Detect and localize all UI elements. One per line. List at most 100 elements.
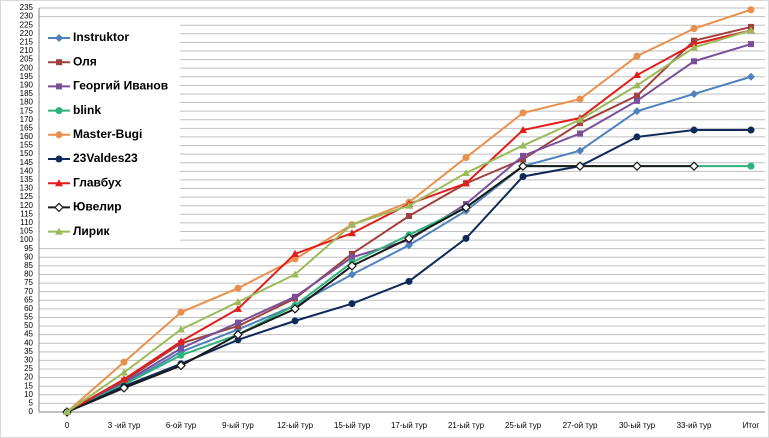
marker <box>577 120 583 127</box>
legend-label: Георгий Иванов <box>73 79 168 93</box>
marker <box>576 146 584 155</box>
marker <box>177 308 185 316</box>
series <box>63 26 755 415</box>
legend-item: 23Valdes23 <box>48 151 138 165</box>
marker <box>348 270 356 279</box>
marker <box>349 250 355 257</box>
y-tick-label: 225 <box>20 20 34 29</box>
legend-item: Георгий Иванов <box>48 79 168 93</box>
legend-item: Лирик <box>48 224 111 238</box>
y-tick-label: 50 <box>24 321 33 330</box>
marker <box>576 95 584 103</box>
marker <box>462 179 470 187</box>
legend-marker <box>55 155 63 163</box>
y-tick-label: 40 <box>24 338 33 347</box>
marker <box>519 172 527 180</box>
legend-label: Главбух <box>73 175 122 189</box>
legend-marker <box>56 59 62 66</box>
marker <box>177 325 185 333</box>
marker <box>178 345 184 352</box>
y-tick-label: 70 <box>24 287 33 296</box>
y-tick-label: 90 <box>24 252 33 261</box>
x-tick-label: 25-ый тур <box>505 421 542 430</box>
marker <box>633 52 641 60</box>
marker <box>690 89 698 98</box>
legend-marker <box>56 83 62 90</box>
y-tick-label: 200 <box>20 63 34 72</box>
legend-marker <box>55 34 63 42</box>
x-tick-label: 9-ый тур <box>222 421 254 430</box>
y-tick-label: 15 <box>24 381 33 390</box>
x-tick-label: 6-ой тур <box>166 421 197 430</box>
y-tick-label: 150 <box>20 149 34 158</box>
marker <box>633 81 641 89</box>
y-tick-label: 35 <box>24 347 33 356</box>
marker <box>234 284 242 292</box>
marker <box>291 249 299 257</box>
x-tick-label: 27-ой тур <box>563 421 598 430</box>
y-tick-label: 170 <box>20 115 34 124</box>
legend-label: 23Valdes23 <box>73 151 138 165</box>
marker <box>292 293 298 300</box>
marker <box>120 375 128 383</box>
marker <box>462 154 470 162</box>
marker <box>348 300 356 308</box>
legend-label: Master-Bugi <box>73 127 142 141</box>
legend-marker <box>54 202 64 213</box>
y-tick-label: 10 <box>24 390 33 399</box>
y-tick-label: 180 <box>20 98 34 107</box>
legend-label: Лирик <box>73 224 111 238</box>
marker <box>518 161 528 172</box>
legend-item: Instruktor <box>48 30 129 44</box>
y-tick-label: 145 <box>20 158 34 167</box>
marker <box>177 337 185 345</box>
y-tick-label: 85 <box>24 261 33 270</box>
legend-marker <box>55 179 63 187</box>
legend-label: Ювелир <box>73 200 122 214</box>
legend-label: Instruktor <box>73 30 129 44</box>
y-tick-label: 55 <box>24 313 33 322</box>
marker <box>290 304 300 314</box>
marker <box>234 297 242 305</box>
marker <box>176 360 186 371</box>
y-tick-label: 60 <box>24 304 33 313</box>
marker <box>349 254 355 261</box>
legend-item: Главбух <box>48 175 122 189</box>
marker <box>747 126 755 134</box>
y-tick-label: 160 <box>20 132 34 141</box>
legend-marker <box>55 107 63 115</box>
y-tick-label: 100 <box>20 235 34 244</box>
legend-item: Ювелир <box>48 200 122 214</box>
marker <box>234 304 242 312</box>
y-tick-label: 80 <box>24 270 33 279</box>
x-tick-label: Итог <box>743 421 760 430</box>
marker <box>748 41 754 48</box>
y-tick-label: 0 <box>29 407 34 416</box>
y-tick-label: 135 <box>20 175 34 184</box>
y-tick-label: 195 <box>20 72 34 81</box>
marker <box>63 408 71 415</box>
y-tick-label: 165 <box>20 123 34 132</box>
marker <box>747 6 755 14</box>
series-line <box>66 165 694 413</box>
x-tick-label: 17-ый тур <box>391 421 428 430</box>
marker <box>576 115 584 123</box>
marker <box>406 213 412 220</box>
marker <box>575 161 585 172</box>
marker <box>348 229 356 237</box>
marker <box>633 133 641 141</box>
marker <box>689 161 699 172</box>
marker <box>632 161 642 172</box>
marker <box>120 368 128 376</box>
y-tick-label: 190 <box>20 80 34 89</box>
marker <box>633 71 641 79</box>
y-tick-label: 130 <box>20 184 34 193</box>
y-tick-label: 115 <box>20 209 33 218</box>
marker <box>519 141 527 149</box>
marker <box>404 233 414 244</box>
marker <box>405 201 413 209</box>
y-tick-label: 25 <box>24 364 33 373</box>
y-tick-label: 220 <box>20 29 34 38</box>
marker <box>691 58 697 65</box>
marker <box>405 277 413 285</box>
